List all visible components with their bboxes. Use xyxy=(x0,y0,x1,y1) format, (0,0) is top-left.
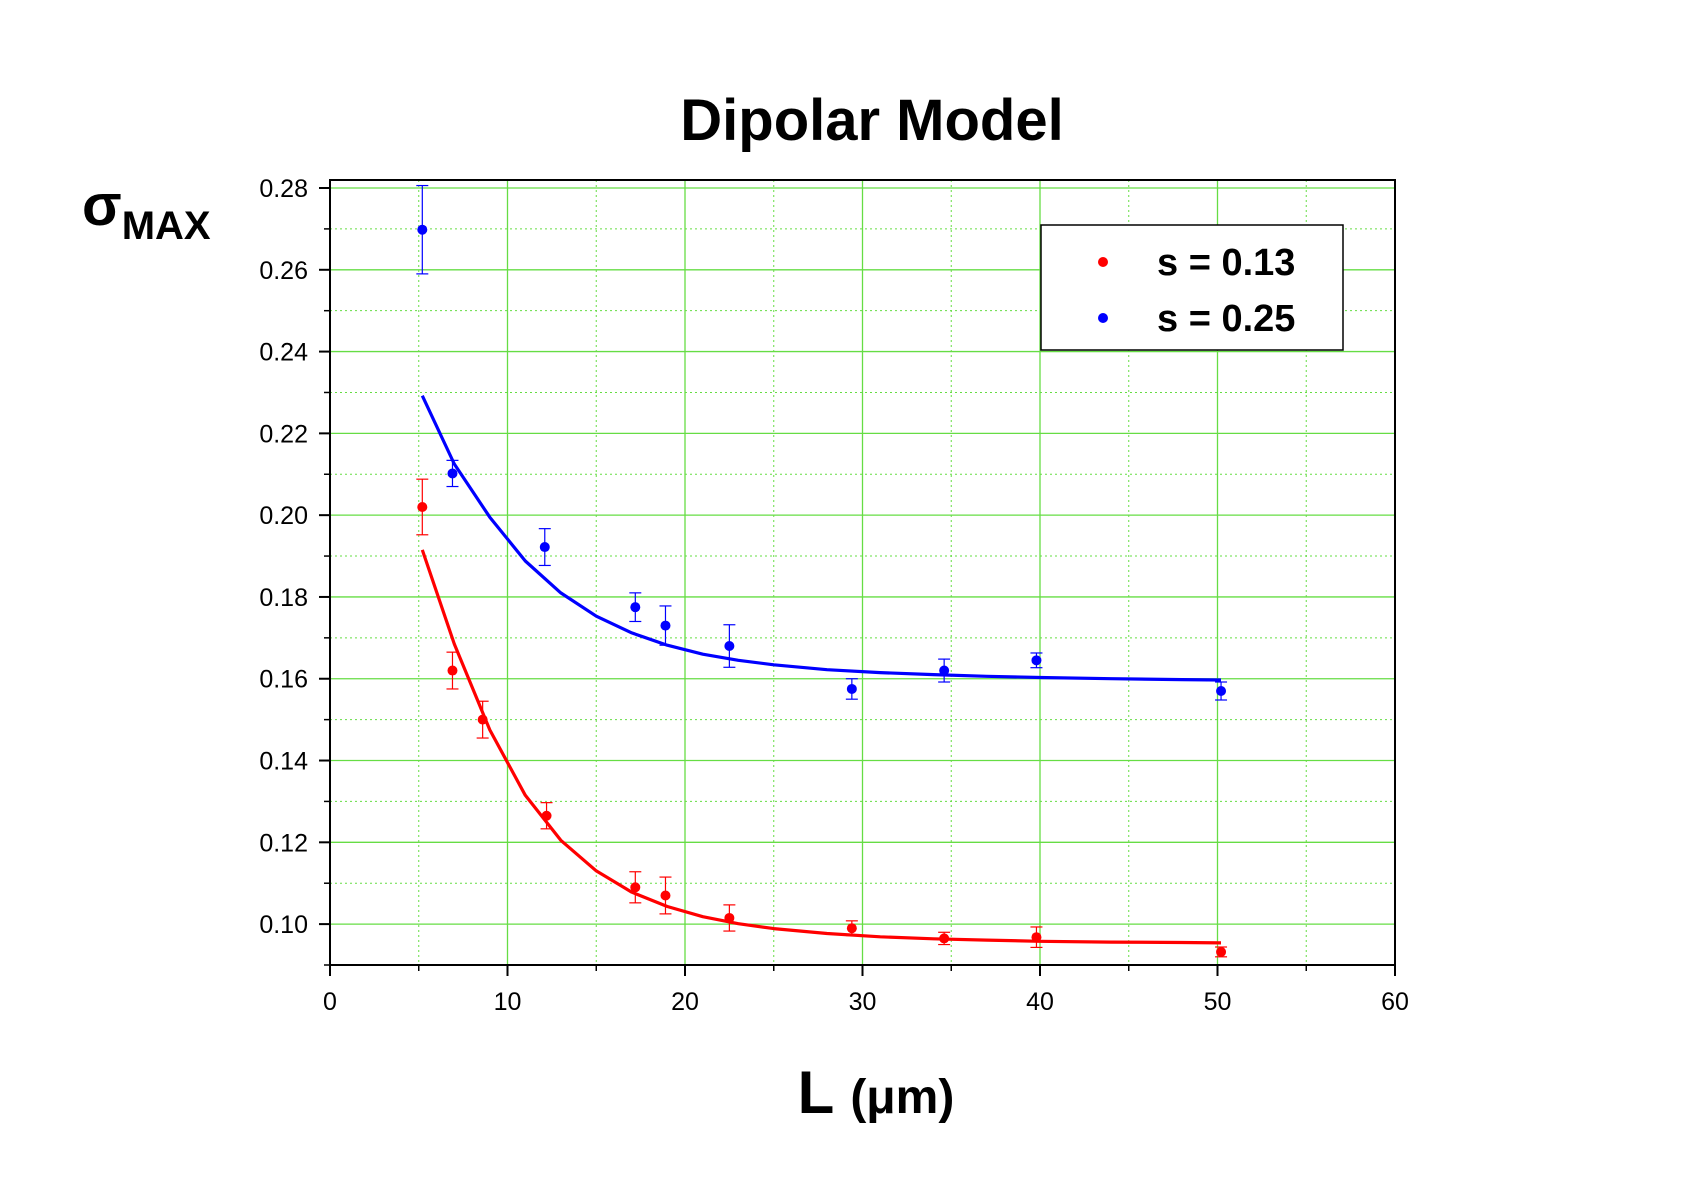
data-point xyxy=(660,620,671,631)
y-tick-label: 0.14 xyxy=(259,748,308,776)
data-point xyxy=(539,542,550,553)
legend-label-s013: s = 0.13 xyxy=(1157,242,1295,284)
data-point xyxy=(939,933,950,944)
y-axis-subscript: MAX xyxy=(122,204,211,248)
data-point xyxy=(724,641,735,652)
data-point xyxy=(939,665,950,676)
fit-curve-1 xyxy=(420,395,1222,682)
y-tick-label: 0.16 xyxy=(259,666,308,694)
legend-marker-s025 xyxy=(1098,313,1108,323)
data-point xyxy=(1031,932,1042,943)
data-point xyxy=(417,224,428,235)
x-tick-label: 20 xyxy=(671,988,699,1016)
x-tick-label: 50 xyxy=(1204,988,1232,1016)
data-point xyxy=(846,923,857,934)
x-tick-label: 30 xyxy=(849,988,877,1016)
legend-label-s025: s = 0.25 xyxy=(1157,298,1295,340)
data-point xyxy=(1031,655,1042,666)
fit-curve-0 xyxy=(420,549,1222,945)
y-tick-label: 0.28 xyxy=(259,175,308,203)
data-point xyxy=(846,683,857,694)
data-point xyxy=(630,602,641,613)
data-point xyxy=(660,890,671,901)
y-tick-label: 0.20 xyxy=(259,502,308,530)
x-axis-symbol: L xyxy=(798,1059,835,1126)
y-tick-label: 0.10 xyxy=(259,911,308,939)
y-tick-label: 0.12 xyxy=(259,829,308,857)
y-axis-symbol: σ xyxy=(82,173,122,238)
legend-marker-s013 xyxy=(1098,257,1108,267)
legend: s = 0.13 s = 0.25 xyxy=(1040,224,1344,351)
x-axis-title: L (μm) xyxy=(798,1059,955,1126)
y-axis-title: σMAX xyxy=(82,173,211,248)
y-tick-label: 0.18 xyxy=(259,584,308,612)
data-points xyxy=(417,224,1227,957)
chart-title: Dipolar Model xyxy=(680,88,1063,153)
axes xyxy=(319,179,1396,976)
data-point xyxy=(724,912,735,923)
data-point xyxy=(477,714,488,725)
data-point xyxy=(447,665,458,676)
y-tick-label: 0.22 xyxy=(259,420,308,448)
x-tick-label: 60 xyxy=(1381,988,1409,1016)
y-tick-label: 0.24 xyxy=(259,339,308,367)
data-point xyxy=(541,810,552,821)
data-point xyxy=(447,468,458,479)
x-tick-label: 0 xyxy=(323,988,337,1016)
grid xyxy=(330,180,1395,966)
x-tick-label: 10 xyxy=(494,988,522,1016)
x-axis-unit: (μm) xyxy=(850,1071,954,1124)
data-point xyxy=(1216,686,1227,697)
tick-labels: 0 10 20 30 40 50 60 0.10 0.12 0.14 0.16 0.18 0.20 0.2… xyxy=(259,175,1409,1016)
data-point xyxy=(417,501,428,512)
data-point xyxy=(630,882,641,893)
legend-box xyxy=(1040,224,1344,351)
fit-curves xyxy=(420,395,1222,945)
data-point xyxy=(1216,946,1227,957)
x-tick-label: 40 xyxy=(1026,988,1054,1016)
y-tick-label: 0.26 xyxy=(259,257,308,285)
